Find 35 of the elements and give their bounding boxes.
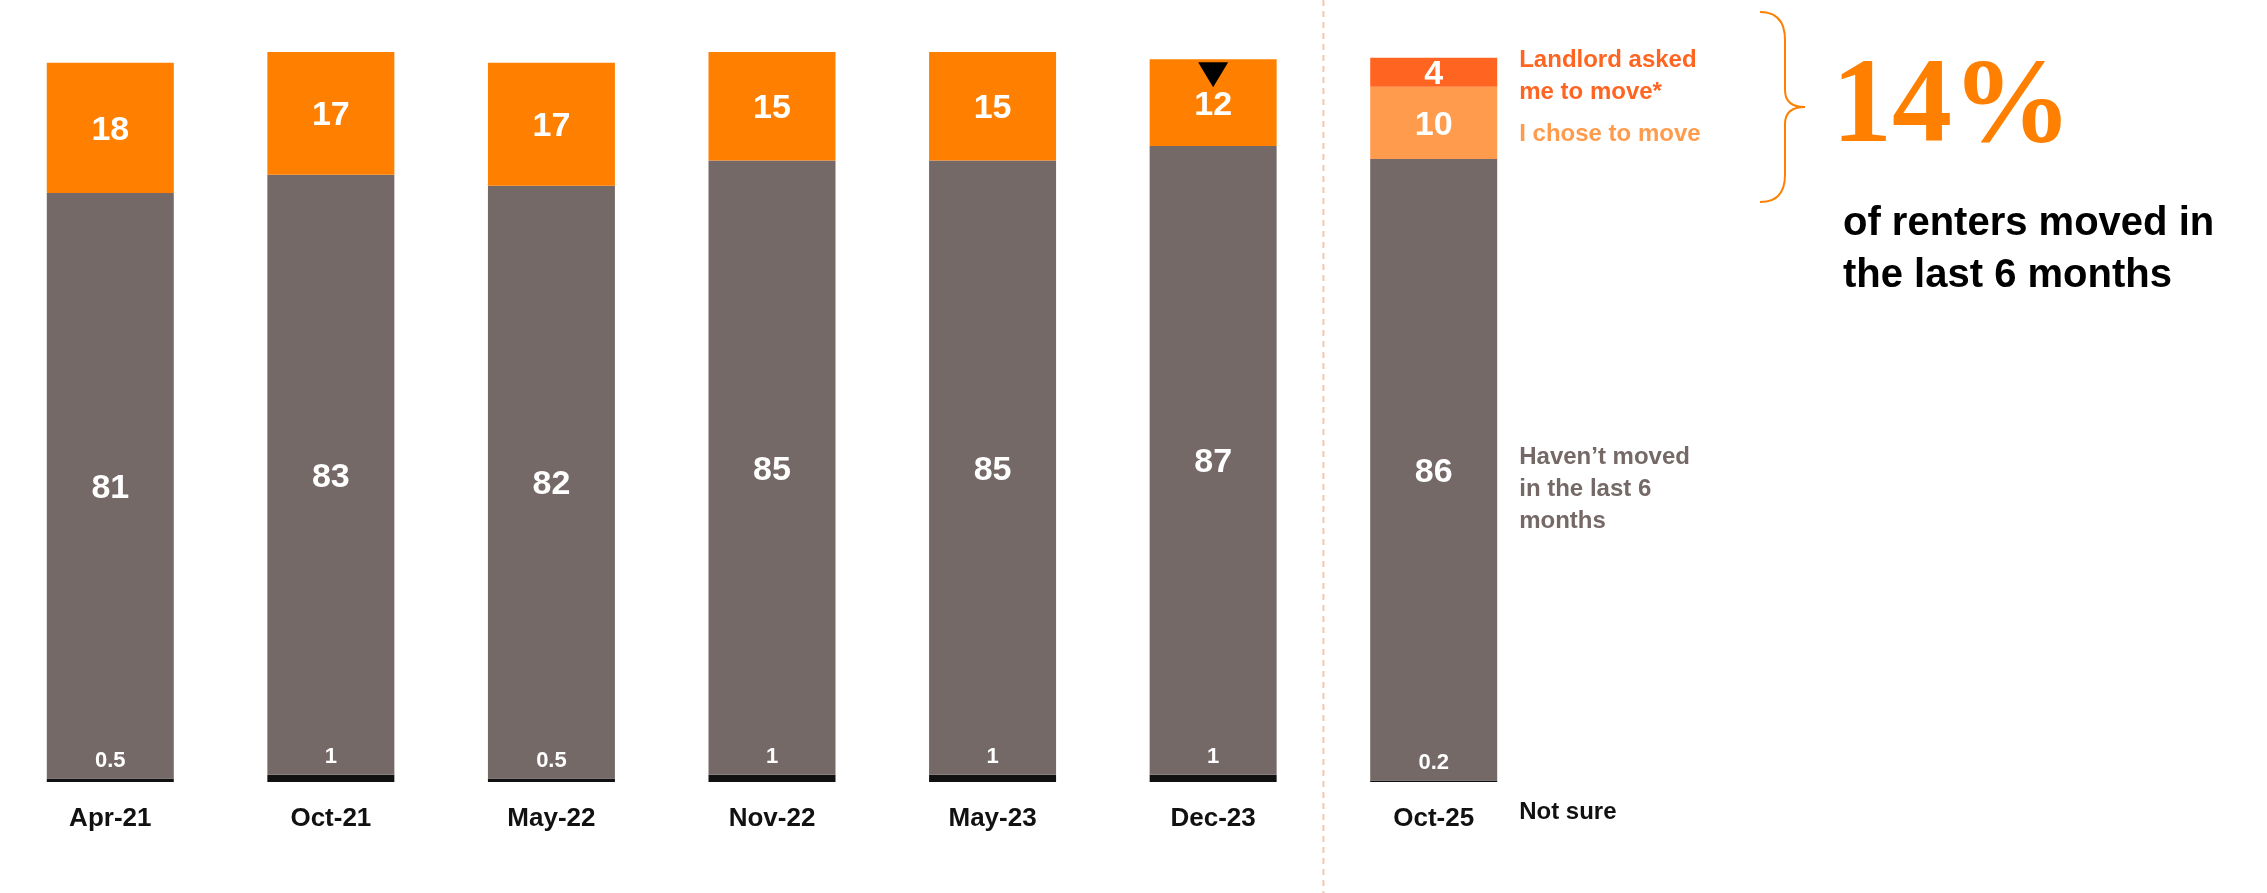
x-tick-label: May-23 xyxy=(948,802,1037,832)
data-label: 15 xyxy=(753,87,791,126)
series-label: Not sure xyxy=(1519,796,1617,824)
data-label: 86 xyxy=(1414,450,1453,489)
series-label: I chose to move xyxy=(1519,118,1701,146)
x-tick-label: Oct-21 xyxy=(290,802,372,832)
x-tick-label: May-22 xyxy=(507,802,596,832)
data-label: 81 xyxy=(91,466,130,505)
data-label: 87 xyxy=(1194,441,1233,480)
data-label: 10 xyxy=(1414,103,1453,142)
data-label: 17 xyxy=(532,105,571,144)
series-label: Haven’t moved in the last 6 months xyxy=(1519,442,1697,534)
data-label: 1 xyxy=(765,743,779,769)
data-label: 4 xyxy=(1424,53,1444,92)
data-label: 0.2 xyxy=(1418,749,1450,775)
series-label: Landlord asked me to move* xyxy=(1519,44,1704,104)
data-label: 85 xyxy=(973,448,1012,487)
x-tick-label: Apr-21 xyxy=(69,802,152,832)
data-label: 83 xyxy=(311,455,350,494)
data-label: 18 xyxy=(91,108,130,147)
data-label: 17 xyxy=(311,94,350,133)
data-label: 15 xyxy=(973,87,1012,126)
data-label: 82 xyxy=(532,463,571,502)
x-tick-label: Nov-22 xyxy=(728,802,816,832)
data-label: 0.5 xyxy=(536,746,567,772)
data-label: 1 xyxy=(324,743,337,769)
data-label: 1 xyxy=(986,743,999,769)
data-label: 85 xyxy=(753,448,791,487)
data-label: 1 xyxy=(1207,743,1220,769)
data-label: 12 xyxy=(1194,83,1233,122)
text: 14% xyxy=(1832,33,2072,167)
text: of renters moved in the last 6 months xyxy=(1843,199,2226,295)
x-tick-label: Oct-25 xyxy=(1393,802,1475,832)
data-label: 0.5 xyxy=(94,746,126,772)
x-tick-label: Dec-23 xyxy=(1170,802,1256,832)
